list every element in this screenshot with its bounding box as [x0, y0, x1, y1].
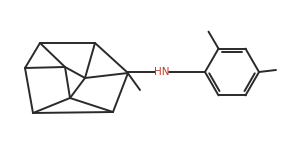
Text: HN: HN	[154, 67, 170, 77]
